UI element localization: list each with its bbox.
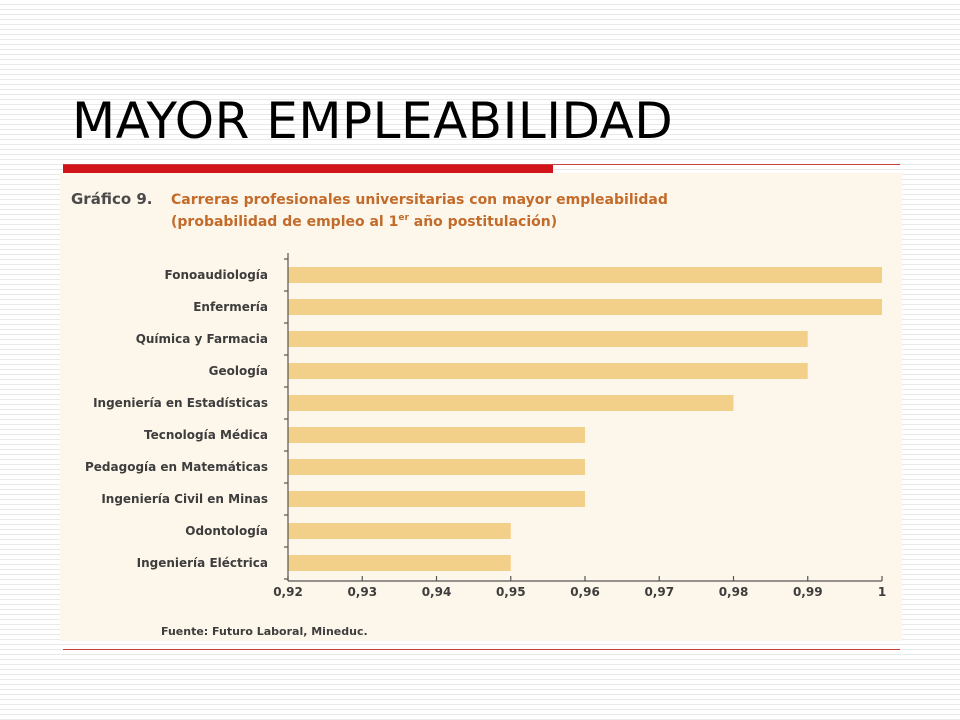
category-label-geologia: Geología — [209, 364, 268, 378]
bars-layer — [288, 267, 882, 571]
x-tick-label: 1 — [878, 585, 886, 599]
bar-ingenieria-civil-en-minas — [288, 491, 585, 507]
bar-chart: Gráfico 9. Carreras profesionales univer… — [71, 190, 886, 638]
x-tick-label: 0,94 — [422, 585, 452, 599]
category-label-pedagogia-en-matematicas: Pedagogía en Matemáticas — [85, 460, 268, 474]
x-tick-label: 0,97 — [644, 585, 674, 599]
x-tick-label: 0,98 — [719, 585, 749, 599]
chart-panel: Gráfico 9. Carreras profesionales univer… — [60, 173, 902, 641]
category-labels-layer: Fonoaudiología Enfermería Química y Farmac… — [85, 268, 268, 570]
title-accent-bar — [63, 164, 553, 173]
figure-number: Gráfico 9. — [71, 190, 153, 208]
x-ticks-layer: 0,92 0,93 0,94 0,95 0,96 0,97 0,98 0,99 1 — [273, 258, 886, 599]
bar-odontologia — [288, 523, 511, 539]
bar-ingenieria-electrica — [288, 555, 511, 571]
bar-ingenieria-en-estadisticas — [288, 395, 734, 411]
bottom-divider-line — [63, 649, 900, 650]
bar-tecnologia-medica — [288, 427, 585, 443]
category-label-ingenieria-en-estadisticas: Ingeniería en Estadísticas — [93, 396, 268, 410]
figure-source: Fuente: Futuro Laboral, Mineduc. — [161, 625, 368, 638]
category-label-quimica-y-farmacia: Química y Farmacia — [136, 332, 268, 346]
figure-title-line-2-post: año postitulación) — [409, 214, 557, 230]
figure-title-line-1: Carreras profesionales universitarias co… — [171, 192, 668, 208]
category-label-enfermeria: Enfermería — [193, 300, 268, 314]
bar-geologia — [288, 363, 808, 379]
figure-title-line-2: (probabilidad de empleo al 1er año posti… — [171, 213, 557, 230]
category-label-odontologia: Odontología — [185, 524, 268, 538]
bar-fonoaudiologia — [288, 267, 882, 283]
category-label-fonoaudiologia: Fonoaudiología — [165, 268, 269, 282]
category-label-ingenieria-electrica: Ingeniería Eléctrica — [137, 556, 268, 570]
bar-pedagogia-en-matematicas — [288, 459, 585, 475]
x-tick-label: 0,92 — [273, 585, 303, 599]
bar-quimica-y-farmacia — [288, 331, 808, 347]
x-tick-label: 0,96 — [570, 585, 600, 599]
category-label-ingenieria-civil-en-minas: Ingeniería Civil en Minas — [101, 492, 268, 506]
figure-title-superscript: er — [398, 213, 409, 223]
slide-title: MAYOR EMPLEABILIDAD — [72, 92, 674, 150]
x-tick-label: 0,93 — [347, 585, 377, 599]
x-tick-label: 0,95 — [496, 585, 526, 599]
bar-enfermeria — [288, 299, 882, 315]
x-tick-label: 0,99 — [793, 585, 823, 599]
title-divider-line — [63, 164, 900, 165]
category-label-tecnologia-medica: Tecnología Médica — [144, 428, 268, 442]
figure-title-line-2-pre: (probabilidad de empleo al 1 — [171, 214, 398, 230]
